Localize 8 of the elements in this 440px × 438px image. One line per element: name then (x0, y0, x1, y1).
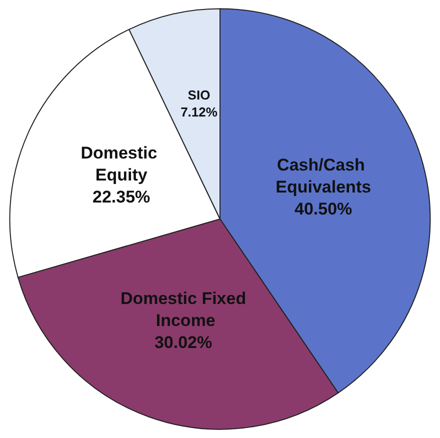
slice-label: Domestic Fixed Income (120, 289, 246, 330)
slice-label: Domestic Equity (80, 143, 162, 184)
data-label: 40.50% (294, 200, 352, 219)
slice-label: SIO (188, 88, 210, 103)
data-label: 22.35% (92, 187, 150, 206)
slice-label: Cash/Cash Equivalents (276, 156, 372, 197)
data-label: 30.02% (154, 333, 212, 352)
data-label: 7.12% (180, 104, 218, 120)
